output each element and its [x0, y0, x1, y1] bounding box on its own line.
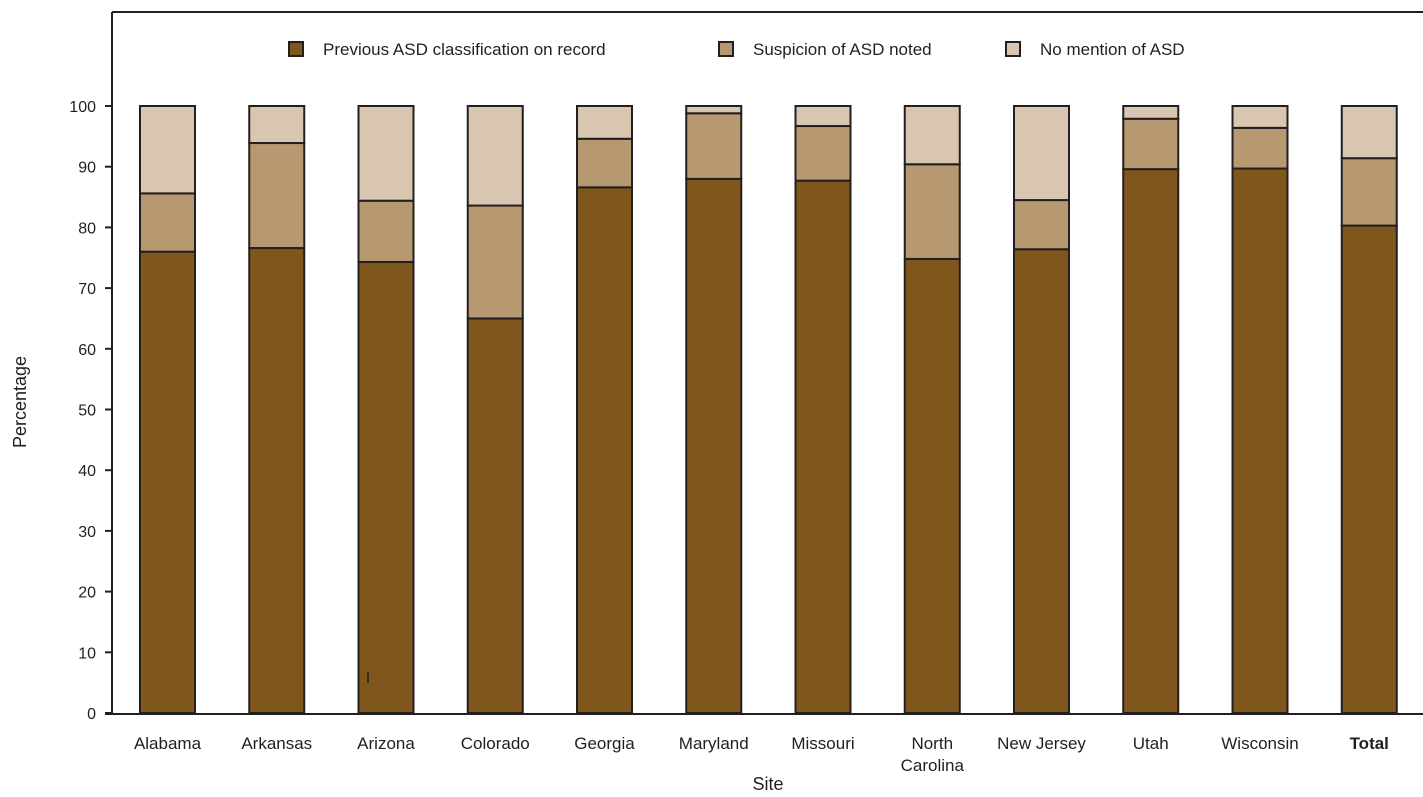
- bar-segment-2: [1340, 157, 1398, 227]
- bar-segment-1: [1340, 224, 1398, 714]
- y-tick-label: 0: [87, 706, 96, 723]
- y-tick-label: 100: [69, 99, 96, 116]
- bar-segment-3: [1340, 105, 1398, 160]
- y-tick-label: 80: [78, 220, 96, 237]
- bar-segment-3: [794, 105, 852, 128]
- y-tick-label: 50: [78, 403, 96, 420]
- x-tick-label: Missouri: [791, 734, 854, 753]
- x-tick-label: Colorado: [461, 734, 530, 753]
- bar-segment-1: [466, 317, 524, 714]
- y-tick-label: 70: [78, 281, 96, 298]
- bar-segment-3: [248, 105, 306, 145]
- bar-segment-3: [139, 105, 196, 195]
- x-tick-label: Wisconsin: [1221, 734, 1298, 753]
- bar-segment-1: [1231, 167, 1289, 714]
- x-tick-label: Total: [1350, 734, 1389, 753]
- x-tick-label: Utah: [1133, 734, 1169, 753]
- bar-segment-1: [794, 179, 852, 714]
- bar-segment-2: [357, 199, 415, 263]
- bar-segment-3: [685, 105, 743, 115]
- bar-segment-2: [903, 163, 961, 260]
- bar-segment-3: [576, 105, 633, 140]
- y-tick-label: 40: [78, 463, 96, 480]
- legend-label: Previous ASD classification on record: [323, 40, 606, 59]
- bar-segment-1: [248, 247, 306, 714]
- x-tick-label: Georgia: [574, 734, 635, 753]
- bar-segment-3: [466, 105, 524, 207]
- bar-segment-2: [685, 112, 743, 180]
- x-axis-title: Site: [752, 774, 783, 794]
- legend-swatch: [1005, 41, 1021, 57]
- x-tick-label: Arkansas: [241, 734, 312, 753]
- bar-segment-3: [903, 105, 961, 166]
- legend: Previous ASD classification on record Sus…: [288, 40, 1185, 59]
- bar-segment-1: [903, 257, 961, 714]
- x-tick-label: Alabama: [134, 734, 202, 753]
- bar-segment-2: [248, 142, 306, 250]
- bar-segment-2: [1122, 117, 1180, 171]
- bar-segment-1: [576, 186, 633, 714]
- y-tick-label: 30: [78, 524, 96, 541]
- bar-segments: [139, 105, 1398, 715]
- y-tick-label: 20: [78, 585, 96, 602]
- bar-segment-3: [1231, 105, 1289, 129]
- bar-segment-2: [1013, 199, 1070, 251]
- x-tick-label: New Jersey: [997, 734, 1086, 753]
- legend-label: No mention of ASD: [1040, 40, 1185, 59]
- x-tick-label: North: [911, 734, 953, 753]
- bar-segment-1: [357, 260, 415, 714]
- bar-segment-2: [1231, 126, 1289, 170]
- bar-segment-3: [357, 105, 415, 202]
- y-tick-label: 60: [78, 342, 96, 359]
- legend-swatch: [288, 41, 304, 57]
- bar-segment-1: [139, 250, 196, 714]
- bar-segment-1: [685, 177, 743, 714]
- bar-segment-1: [1122, 168, 1180, 715]
- y-axis-ticks: 0 10 20 30 40 50 60 70 80 90 100: [69, 99, 112, 723]
- y-tick-label: 10: [78, 645, 96, 662]
- y-tick-label: 90: [78, 160, 96, 177]
- x-tick-label: Carolina: [901, 756, 965, 775]
- bar-segment-3: [1122, 105, 1180, 120]
- bar-segment-1: [1013, 248, 1070, 714]
- plot-frame: [105, 11, 1423, 715]
- y-axis-title: Percentage: [10, 356, 30, 448]
- bar-segment-2: [576, 137, 633, 189]
- bar-segment-2: [466, 204, 524, 320]
- bar-segment-2: [794, 125, 852, 182]
- bar-segment-2: [139, 192, 196, 253]
- legend-label: Suspicion of ASD noted: [753, 40, 932, 59]
- x-tick-label: Maryland: [679, 734, 749, 753]
- x-tick-label: Arizona: [357, 734, 415, 753]
- bar-segment-3: [1013, 105, 1070, 202]
- legend-swatch: [718, 41, 734, 57]
- x-axis-tick-labels: Alabama Arkansas Arizona Colorado Georgia Mar…: [134, 734, 1389, 775]
